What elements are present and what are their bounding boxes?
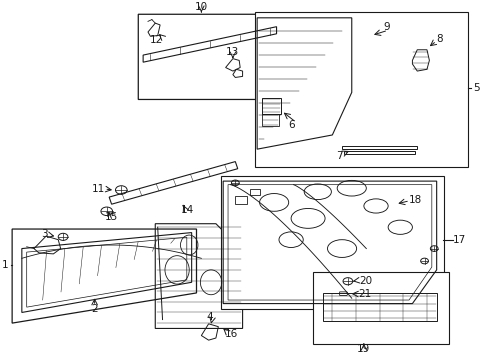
Bar [312,272,448,345]
Bar [235,196,247,204]
Text: 19: 19 [357,344,370,354]
Text: 20: 20 [358,275,371,285]
Text: 2: 2 [91,304,98,314]
Text: 7: 7 [336,150,342,161]
Text: 12: 12 [150,35,163,45]
Text: 15: 15 [105,212,118,222]
Text: 1: 1 [2,260,9,270]
Text: 16: 16 [225,329,238,339]
Text: 4: 4 [206,312,213,323]
Bar [312,272,448,345]
Text: 10: 10 [194,2,207,12]
Text: 5: 5 [473,83,479,93]
Polygon shape [138,14,279,99]
Polygon shape [12,229,196,323]
Text: 21: 21 [358,289,371,299]
Bar [249,189,259,195]
Text: 3: 3 [41,229,47,239]
Bar [220,176,443,309]
Text: 18: 18 [408,194,422,204]
Text: 13: 13 [226,46,239,57]
Polygon shape [155,224,242,328]
Text: 14: 14 [181,205,194,215]
Bar [254,13,467,167]
Text: 9: 9 [383,22,390,32]
Text: 11: 11 [92,184,105,194]
Text: 17: 17 [452,235,465,245]
Text: 6: 6 [288,120,294,130]
Text: 8: 8 [435,34,442,44]
Bar [220,176,443,309]
Bar [254,13,467,167]
